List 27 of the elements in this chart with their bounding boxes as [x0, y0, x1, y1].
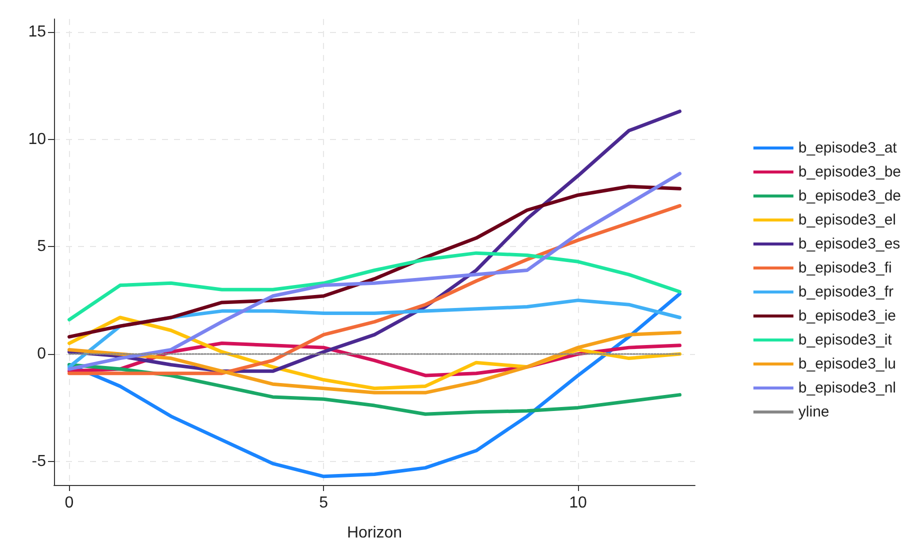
x-axis-title: Horizon [346, 524, 402, 542]
legend-label: b_episode3_es [798, 236, 900, 252]
line-series [68, 204, 682, 376]
legend-label: b_episode3_fi [798, 260, 892, 276]
y-tick-label: 5 [37, 238, 46, 256]
legend-label: b_episode3_lu [798, 356, 896, 372]
y-tick-label: 0 [37, 346, 46, 363]
legend-label: b_episode3_el [798, 212, 896, 228]
x-tick-label: 0 [64, 494, 74, 512]
legend-label: b_episode3_be [798, 164, 902, 180]
line-series [68, 362, 682, 416]
y-tick-label: 10 [28, 130, 46, 148]
legend-label: b_episode3_ie [798, 308, 896, 324]
legend-label: b_episode3_nl [798, 380, 896, 396]
y-tick-label: -5 [32, 452, 46, 470]
x-tick-label: 10 [569, 494, 587, 512]
legend-label: b_episode3_de [798, 188, 902, 204]
x-tick-label: 5 [319, 494, 328, 512]
line-series [68, 251, 682, 322]
legend-label: b_episode3_it [798, 332, 893, 348]
line-series [68, 330, 682, 394]
legend-label: yline [798, 404, 830, 420]
line-series [68, 172, 682, 371]
legend-label: b_episode3_fr [798, 284, 894, 300]
legend-label: b_episode3_at [798, 140, 898, 156]
line-series [68, 184, 682, 339]
y-tick-label: 15 [28, 23, 46, 40]
